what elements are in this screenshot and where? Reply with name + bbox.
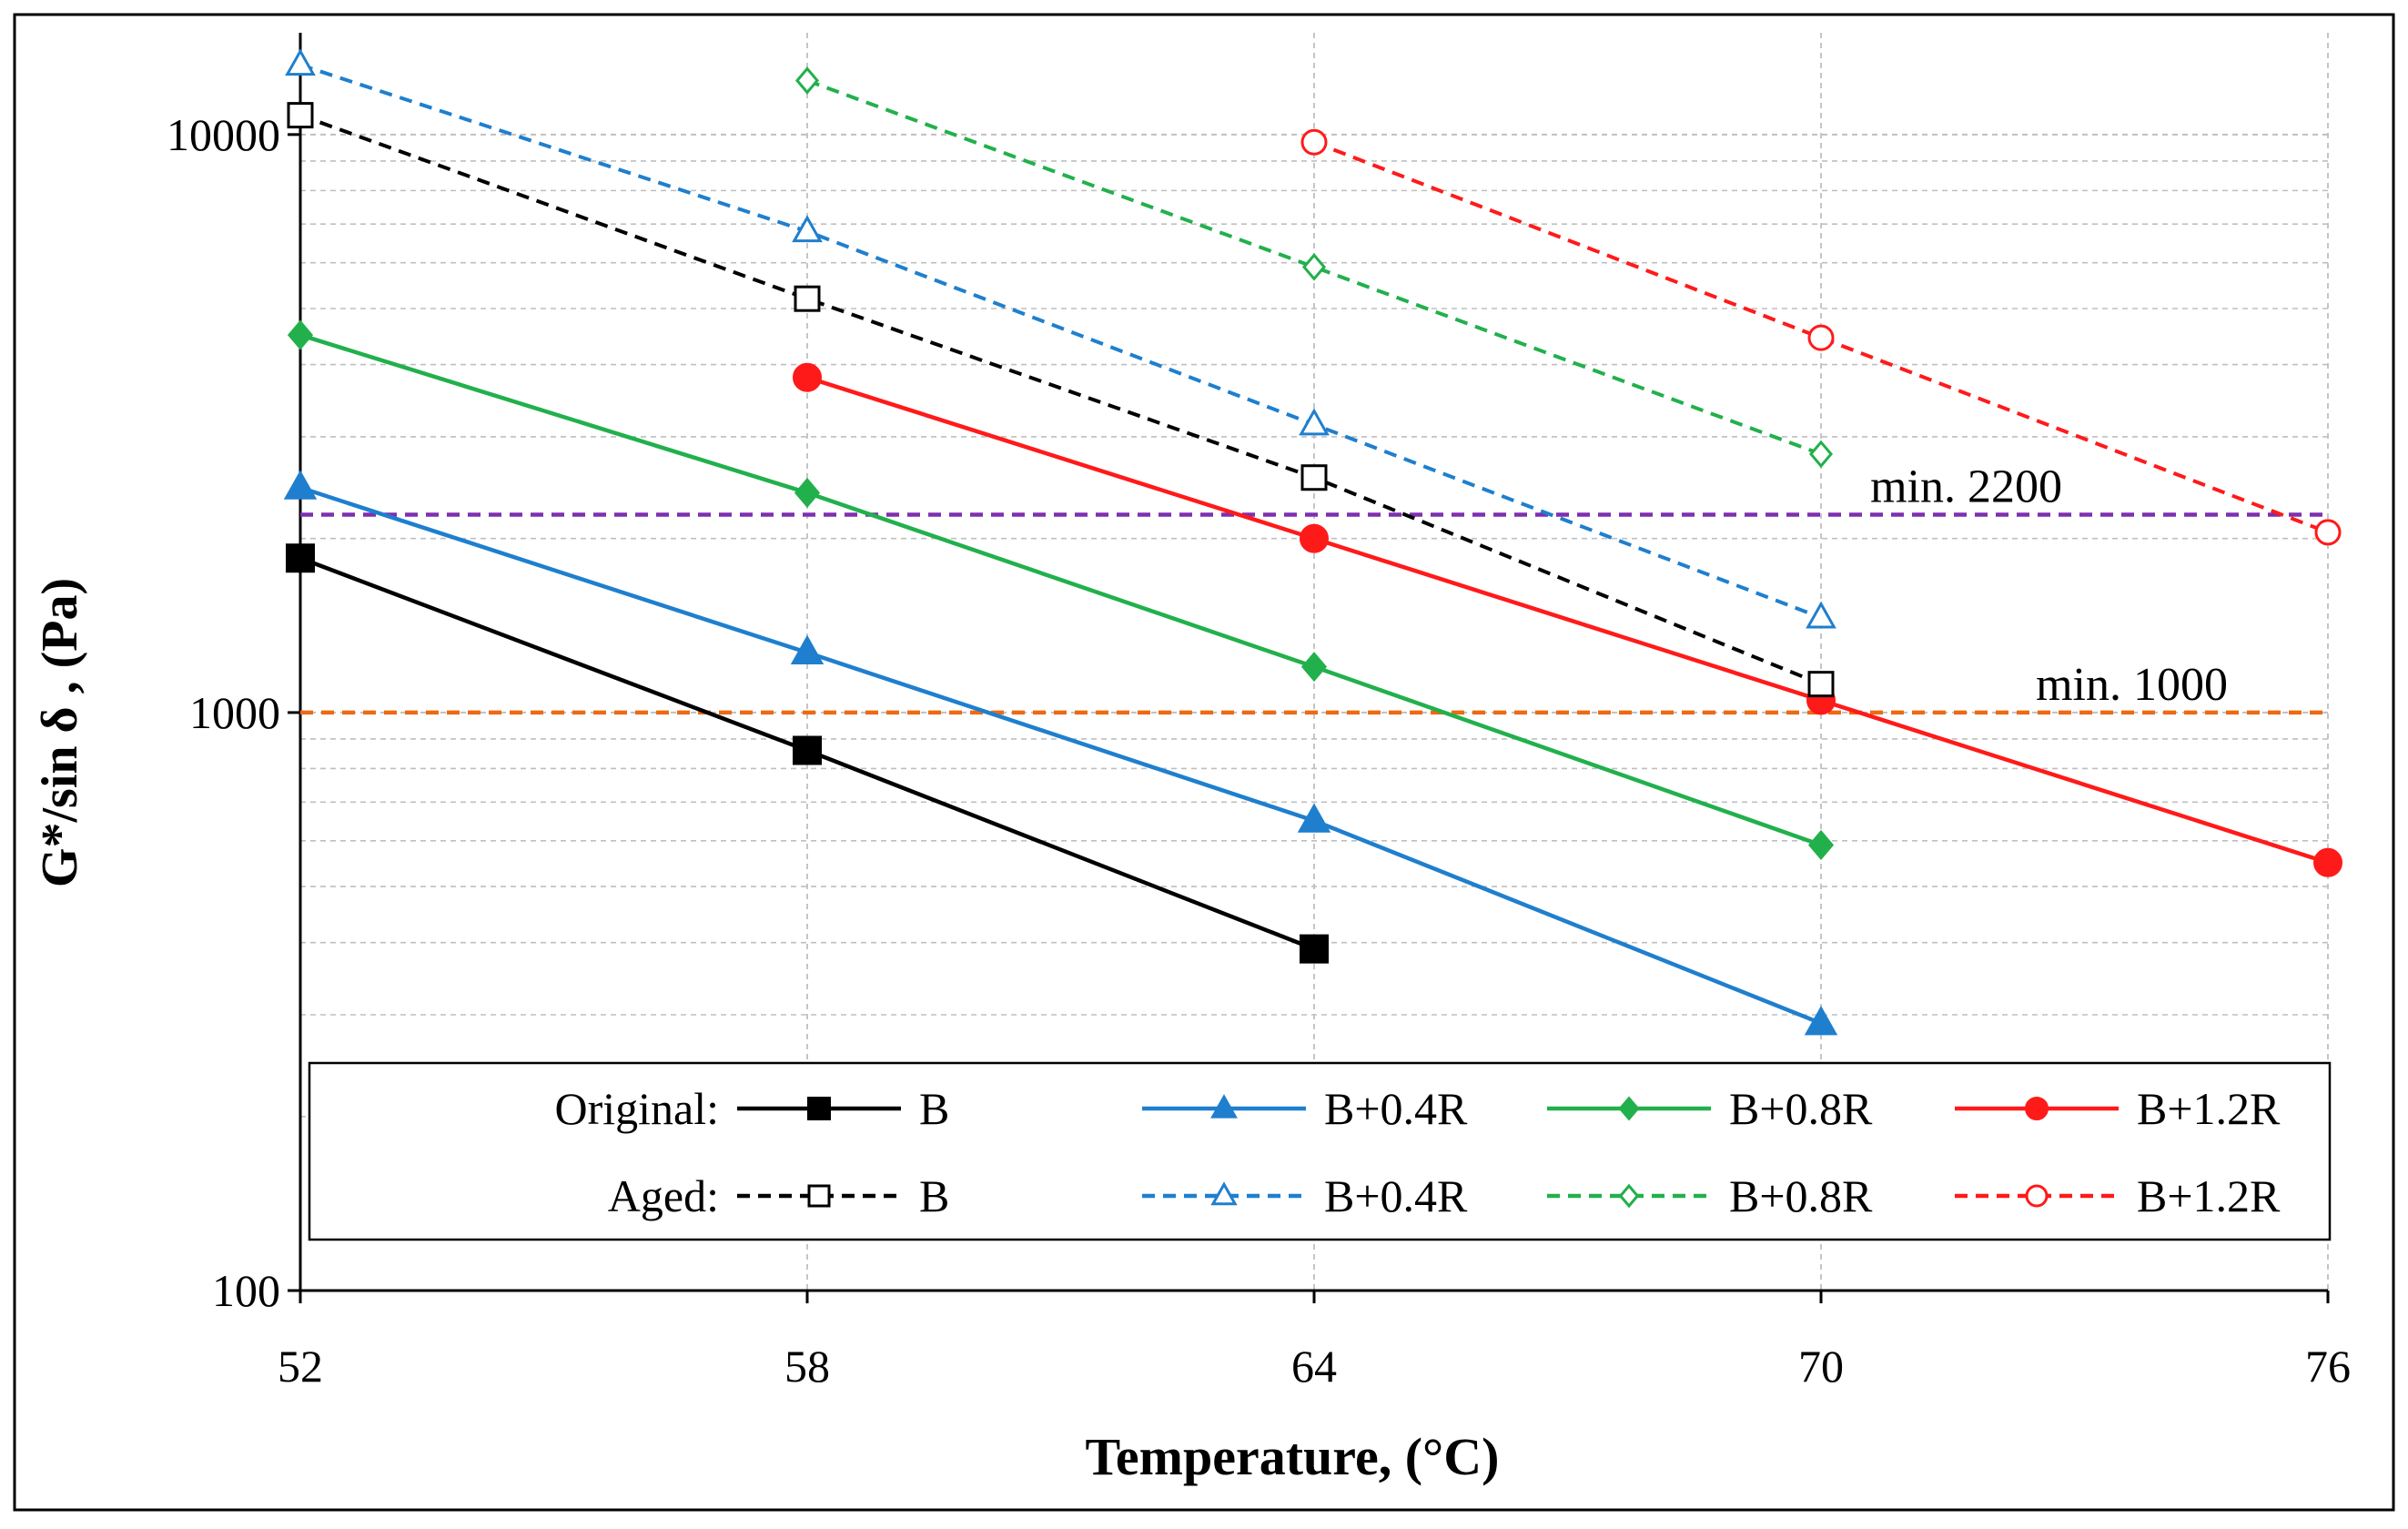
legend-entry: B+1.2R bbox=[1955, 1170, 2281, 1221]
series-line bbox=[806, 78, 1822, 456]
legend-entry: B+0.8R bbox=[1547, 1083, 1873, 1134]
chart-outer-frame bbox=[13, 13, 2395, 1512]
data-point bbox=[1806, 601, 1836, 629]
axes: 100 1000 10000 52 58 64 70 76 bbox=[167, 33, 2351, 1392]
data-point bbox=[1299, 408, 1330, 436]
legend-label: B+0.4R bbox=[1324, 1170, 1468, 1221]
data-point bbox=[794, 477, 821, 508]
series-aged-B+0.8R bbox=[794, 66, 1834, 469]
legend-entry: B bbox=[737, 1170, 949, 1221]
x-tick-label: 58 bbox=[784, 1341, 830, 1392]
data-point bbox=[790, 634, 825, 664]
x-tick-label: 52 bbox=[278, 1341, 323, 1392]
data-point bbox=[287, 102, 314, 129]
legend-label: B+0.8R bbox=[1729, 1170, 1873, 1221]
series-line bbox=[299, 113, 1822, 686]
x-tick-label: 76 bbox=[2305, 1341, 2351, 1392]
legend: Original: Aged: B B+0.4R B+0.8R B+1.2R B B+0.4R… bbox=[308, 1061, 2332, 1241]
series-aged-B bbox=[287, 102, 1835, 698]
data-point bbox=[1301, 253, 1327, 281]
series-line bbox=[299, 63, 1822, 620]
data-point bbox=[1300, 128, 1328, 156]
series-aged-B+1.2R bbox=[1300, 128, 2342, 546]
data-point bbox=[1300, 523, 1329, 553]
data-point bbox=[286, 543, 315, 573]
series-line bbox=[299, 485, 1822, 1026]
legend-row-label: Original: bbox=[554, 1083, 719, 1134]
data-point bbox=[793, 362, 822, 392]
legend-entry: B+0.4R bbox=[1142, 1170, 1468, 1221]
data-point bbox=[1807, 324, 1835, 351]
data-point bbox=[1807, 671, 1835, 698]
data-point bbox=[1808, 440, 1834, 469]
data-point bbox=[807, 1184, 831, 1208]
data-point bbox=[793, 735, 822, 765]
data-point bbox=[2025, 1097, 2049, 1120]
legend-row-label: Aged: bbox=[608, 1170, 719, 1221]
data-point bbox=[2313, 847, 2342, 877]
legend-label: B+0.4R bbox=[1324, 1083, 1468, 1134]
series-group bbox=[283, 48, 2342, 1036]
legend-label: B+1.2R bbox=[2137, 1170, 2281, 1221]
data-point bbox=[2025, 1184, 2049, 1208]
y-tick-label: 1000 bbox=[189, 687, 280, 738]
legend-entry: B bbox=[737, 1083, 949, 1134]
data-point bbox=[1300, 652, 1328, 683]
reference-lines: min. 2200 min. 1000 bbox=[300, 461, 2328, 715]
data-point bbox=[1300, 464, 1328, 491]
series-original-B+0.4R bbox=[283, 470, 1838, 1036]
legend-box bbox=[308, 1061, 2332, 1241]
y-tick-label: 10000 bbox=[167, 109, 280, 160]
data-point bbox=[285, 48, 316, 76]
data-point bbox=[1210, 1094, 1238, 1119]
legend-label: B bbox=[919, 1170, 949, 1221]
legend-entry: B+0.4R bbox=[1142, 1083, 1468, 1134]
data-point bbox=[1618, 1096, 1640, 1121]
data-point bbox=[1804, 1006, 1838, 1036]
data-point bbox=[1618, 1183, 1640, 1209]
series-line bbox=[1313, 140, 2329, 534]
series-line bbox=[299, 332, 1822, 847]
data-point bbox=[287, 319, 314, 350]
series-original-B+1.2R bbox=[793, 362, 2342, 877]
data-point bbox=[1300, 934, 1329, 964]
data-point bbox=[792, 215, 823, 243]
data-point bbox=[1297, 803, 1331, 833]
data-point bbox=[794, 66, 820, 95]
y-axis-title: G*/sin δ , (Pa) bbox=[32, 578, 88, 887]
data-point bbox=[1807, 829, 1835, 860]
series-original-B bbox=[286, 543, 1329, 964]
reference-line-label: min. 2200 bbox=[1870, 461, 2062, 512]
y-tick-label: 100 bbox=[212, 1265, 280, 1316]
data-point bbox=[283, 470, 318, 500]
series-original-B+0.8R bbox=[287, 319, 1835, 860]
data-point bbox=[2314, 519, 2342, 546]
reference-line-label: min. 1000 bbox=[2036, 659, 2228, 711]
x-tick-label: 64 bbox=[1291, 1341, 1337, 1392]
x-axis-title: Temperature, (°C) bbox=[1086, 1427, 1500, 1486]
series-line bbox=[806, 375, 2329, 865]
axis-titles: Temperature, (°C) G*/sin δ , (Pa) bbox=[32, 578, 1499, 1486]
legend-label: B+0.8R bbox=[1729, 1083, 1873, 1134]
data-point bbox=[807, 1097, 831, 1120]
legend-entry: B+0.8R bbox=[1547, 1170, 1873, 1221]
data-point bbox=[1210, 1181, 1238, 1206]
series-aged-B+0.4R bbox=[285, 48, 1836, 629]
legend-label: B bbox=[919, 1083, 949, 1134]
legend-entry: B+1.2R bbox=[1955, 1083, 2281, 1134]
legend-label: B+1.2R bbox=[2137, 1083, 2281, 1134]
data-point bbox=[794, 285, 821, 312]
x-tick-label: 70 bbox=[1798, 1341, 1844, 1392]
